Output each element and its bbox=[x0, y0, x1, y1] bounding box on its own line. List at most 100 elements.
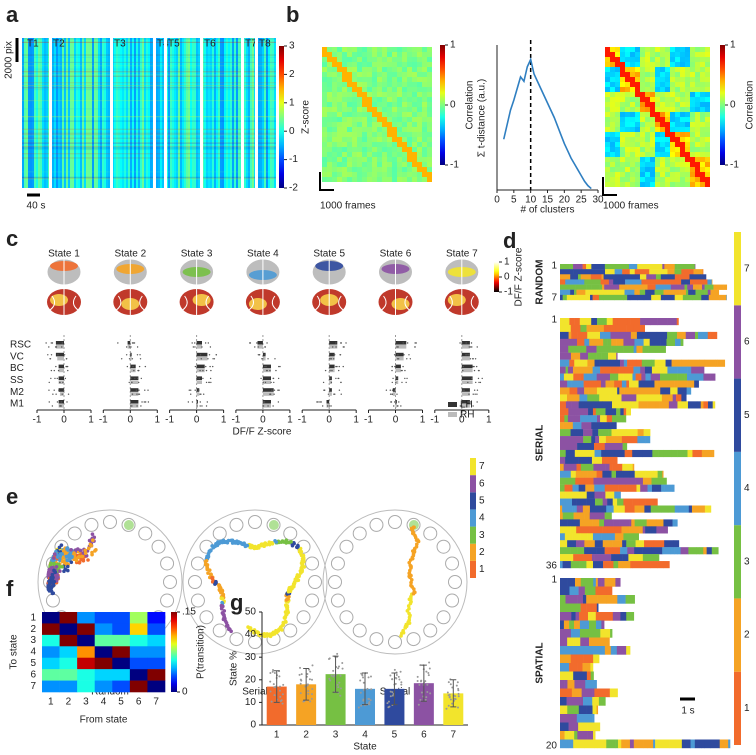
state-segment bbox=[672, 360, 682, 367]
raster-column bbox=[118, 38, 120, 188]
matrix-cell bbox=[362, 167, 367, 172]
matrix-cell bbox=[700, 67, 705, 72]
state-segment bbox=[592, 285, 600, 290]
raster-column bbox=[228, 38, 230, 188]
state-segment bbox=[678, 367, 688, 374]
state-segment bbox=[572, 689, 579, 698]
state-segment bbox=[647, 401, 656, 408]
matrix-cell bbox=[402, 97, 407, 102]
matrix-cell bbox=[680, 87, 685, 92]
raster-column bbox=[220, 38, 222, 188]
data-point bbox=[393, 405, 394, 406]
data-point bbox=[264, 366, 265, 367]
state-segment bbox=[661, 485, 664, 492]
raster-column bbox=[178, 38, 180, 188]
matrix-cell bbox=[615, 172, 620, 177]
state-segment bbox=[696, 547, 699, 554]
state-segment bbox=[610, 612, 613, 621]
state-segment bbox=[589, 621, 596, 630]
matrix-cell bbox=[352, 57, 357, 62]
state-segment bbox=[602, 285, 604, 290]
colorbar-segment bbox=[734, 672, 741, 745]
state-segment bbox=[667, 269, 674, 274]
matrix-cell bbox=[670, 157, 675, 162]
matrix-cell bbox=[675, 97, 680, 102]
matrix-cell bbox=[700, 157, 705, 162]
state-segment bbox=[618, 374, 621, 381]
state-segment bbox=[656, 274, 661, 279]
trial-gap bbox=[49, 38, 52, 188]
brain-map-hot bbox=[50, 294, 68, 306]
state-segment bbox=[560, 360, 570, 367]
matrix-cell bbox=[625, 67, 630, 72]
state-segment bbox=[601, 279, 610, 284]
hole bbox=[446, 557, 459, 570]
state-segment bbox=[652, 367, 660, 374]
state-segment bbox=[614, 290, 625, 295]
matrix-cell bbox=[640, 162, 645, 167]
data-point bbox=[141, 401, 142, 402]
data-point bbox=[51, 370, 52, 371]
matrix-cell bbox=[635, 167, 640, 172]
state-segment bbox=[595, 680, 596, 689]
state-segment bbox=[625, 339, 634, 346]
state-segment bbox=[613, 499, 618, 506]
matrix-cell bbox=[630, 167, 635, 172]
matrix-cell bbox=[705, 147, 710, 152]
matrix-cell bbox=[660, 152, 665, 157]
matrix-cell bbox=[625, 77, 630, 82]
matrix-cell bbox=[367, 117, 372, 122]
state-segment bbox=[593, 464, 596, 471]
state-segment bbox=[640, 290, 646, 295]
raster-column bbox=[24, 38, 26, 188]
matrix-cell bbox=[337, 47, 342, 52]
matrix-cell bbox=[705, 137, 710, 142]
data-point bbox=[454, 698, 456, 700]
matrix-cell bbox=[327, 152, 332, 157]
state-segment bbox=[627, 429, 638, 436]
state-segment bbox=[594, 478, 600, 485]
state-segment bbox=[630, 561, 632, 568]
matrix-cell bbox=[705, 127, 710, 132]
matrix-cell bbox=[675, 47, 680, 52]
matrix-cell bbox=[337, 57, 342, 62]
data-point bbox=[202, 378, 203, 379]
state-segment bbox=[567, 714, 577, 723]
matrix-cell bbox=[680, 97, 685, 102]
matrix-cell bbox=[327, 147, 332, 152]
state-segment bbox=[603, 554, 611, 561]
raster-column bbox=[190, 38, 192, 188]
state-segment bbox=[701, 295, 709, 300]
matrix-cell bbox=[630, 172, 635, 177]
matrix-cell bbox=[347, 82, 352, 87]
matrix-cell bbox=[675, 87, 680, 92]
data-point bbox=[339, 695, 341, 697]
data-point bbox=[198, 390, 199, 391]
raster-column bbox=[94, 38, 96, 188]
state-segment bbox=[611, 506, 614, 513]
state-segment bbox=[560, 512, 563, 519]
state-segment bbox=[560, 318, 570, 325]
data-point bbox=[307, 683, 309, 685]
raster-row bbox=[22, 85, 276, 86]
raster-column bbox=[136, 38, 138, 188]
bar bbox=[263, 392, 274, 396]
matrix-cell bbox=[685, 72, 690, 77]
matrix-cell bbox=[620, 162, 625, 167]
data-point bbox=[342, 668, 344, 670]
raster-column bbox=[180, 38, 182, 188]
matrix-cell bbox=[372, 162, 377, 167]
trajectory-point bbox=[52, 556, 56, 560]
data-point bbox=[368, 676, 370, 678]
matrix-cell bbox=[337, 77, 342, 82]
matrix-cell bbox=[402, 77, 407, 82]
matrix-cell bbox=[645, 132, 650, 137]
state-segment bbox=[573, 367, 580, 374]
matrix-cell bbox=[322, 82, 327, 87]
matrix-cell bbox=[640, 52, 645, 57]
matrix-cell bbox=[427, 62, 432, 67]
trajectory-point bbox=[81, 558, 85, 562]
state-segment bbox=[652, 485, 661, 492]
state-segment bbox=[635, 471, 646, 478]
